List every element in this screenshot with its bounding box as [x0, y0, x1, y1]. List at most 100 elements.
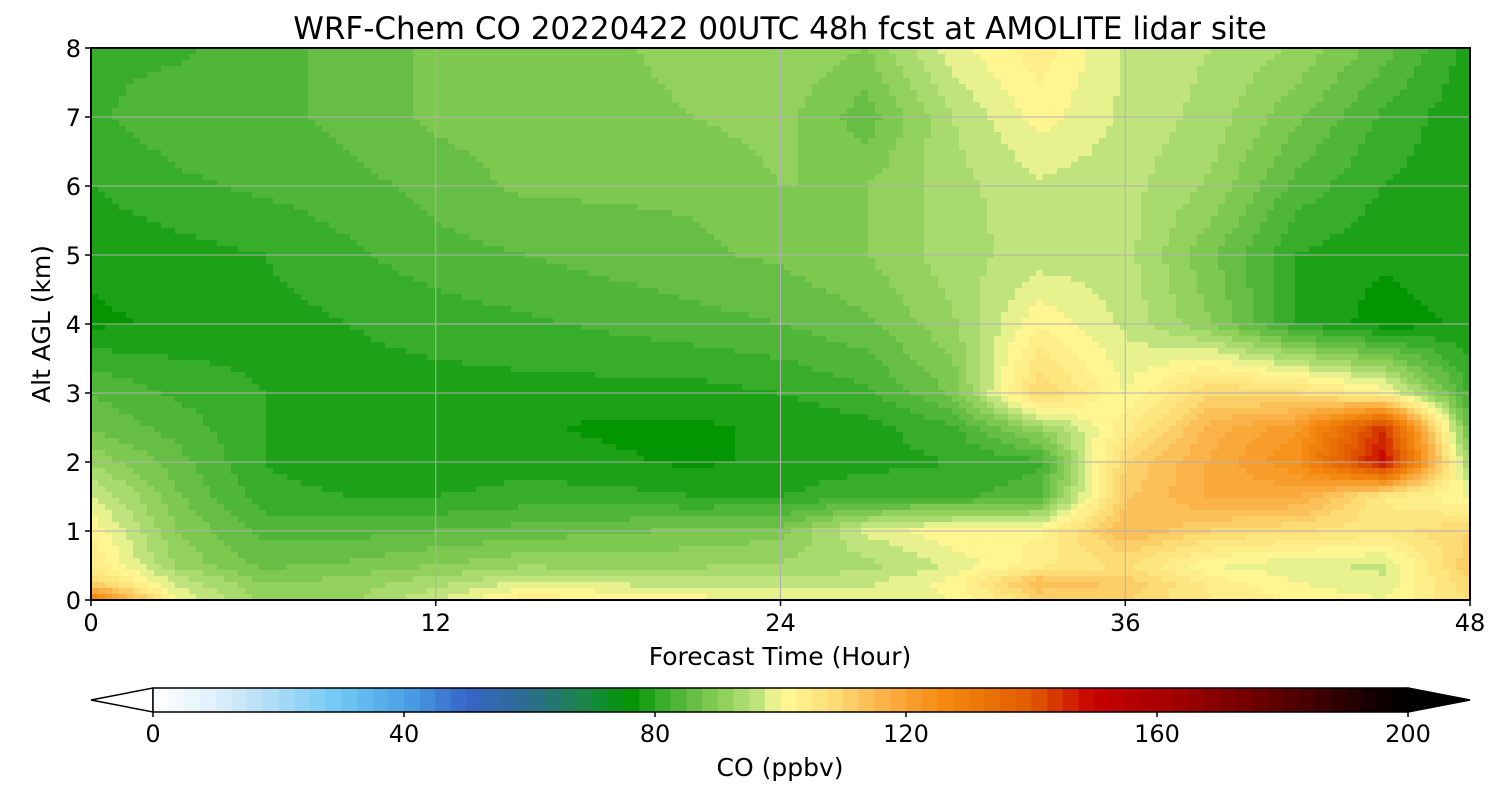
co-cell — [1449, 108, 1457, 115]
co-cell — [1050, 168, 1058, 175]
co-cell — [553, 96, 561, 103]
co-cell — [763, 84, 771, 91]
co-cell — [469, 120, 477, 127]
co-cell — [182, 168, 190, 175]
co-cell — [546, 120, 554, 127]
co-cell — [798, 96, 806, 103]
co-cell — [1204, 72, 1212, 79]
co-cell — [1162, 186, 1170, 193]
co-cell — [770, 108, 778, 115]
co-cell — [126, 78, 134, 85]
co-cell — [728, 132, 736, 139]
co-cell — [1127, 162, 1135, 169]
co-cell — [637, 54, 645, 61]
co-cell — [434, 198, 442, 205]
co-cell — [1253, 78, 1261, 85]
co-cell — [259, 54, 267, 61]
co-cell — [1456, 144, 1464, 151]
co-cell — [616, 180, 624, 187]
co-cell — [861, 78, 869, 85]
co-cell — [1358, 108, 1366, 115]
co-cell — [1295, 126, 1303, 133]
co-cell — [1386, 138, 1394, 145]
co-cell — [525, 108, 533, 115]
co-cell — [1309, 132, 1317, 139]
co-cell — [1316, 120, 1324, 127]
co-cell — [1036, 186, 1044, 193]
co-cell — [1442, 120, 1450, 127]
co-cell — [1148, 174, 1156, 181]
co-cell — [1232, 132, 1240, 139]
co-cell — [301, 144, 309, 151]
co-cell — [791, 72, 799, 79]
co-cell — [511, 156, 519, 163]
co-cell — [504, 186, 512, 193]
co-cell — [147, 126, 155, 133]
co-cell — [1323, 72, 1331, 79]
co-cell — [672, 60, 680, 67]
co-cell — [840, 84, 848, 91]
co-cell — [665, 174, 673, 181]
co-cell — [413, 120, 421, 127]
co-cell — [1162, 132, 1170, 139]
co-cell — [1253, 192, 1261, 199]
co-cell — [1232, 60, 1240, 67]
co-cell — [497, 72, 505, 79]
co-cell — [1211, 138, 1219, 145]
co-cell — [224, 48, 232, 55]
co-cell — [161, 90, 169, 97]
co-cell — [539, 96, 547, 103]
co-cell — [1386, 192, 1394, 199]
co-cell — [1295, 186, 1303, 193]
co-cell — [1330, 54, 1338, 61]
co-cell — [721, 54, 729, 61]
co-cell — [175, 138, 183, 145]
co-cell — [189, 78, 197, 85]
co-cell — [546, 66, 554, 73]
co-cell — [980, 162, 988, 169]
co-cell — [315, 84, 323, 91]
co-cell — [1036, 162, 1044, 169]
co-cell — [854, 180, 862, 187]
co-cell — [756, 168, 764, 175]
co-cell — [1421, 168, 1429, 175]
co-cell — [560, 174, 568, 181]
co-cell — [1295, 144, 1303, 151]
co-cell — [525, 126, 533, 133]
co-cell — [490, 96, 498, 103]
co-cell — [105, 192, 113, 199]
co-cell — [455, 168, 463, 175]
co-cell — [1113, 162, 1121, 169]
co-cell — [1092, 48, 1100, 55]
co-cell — [763, 60, 771, 67]
co-cell — [861, 60, 869, 67]
co-cell — [721, 156, 729, 163]
co-cell — [1323, 102, 1331, 109]
co-cell — [245, 192, 253, 199]
co-cell — [1204, 126, 1212, 133]
co-cell — [1295, 162, 1303, 169]
co-cell — [560, 54, 568, 61]
co-cell — [1358, 150, 1366, 157]
co-cell — [1463, 102, 1470, 109]
co-cell — [371, 120, 379, 127]
co-cell — [714, 150, 722, 157]
co-cell — [1393, 78, 1401, 85]
co-cell — [840, 174, 848, 181]
co-cell — [231, 198, 239, 205]
co-cell — [364, 72, 372, 79]
co-cell — [588, 180, 596, 187]
co-cell — [392, 174, 400, 181]
co-cell — [938, 126, 946, 133]
co-cell — [1015, 78, 1023, 85]
co-cell — [812, 162, 820, 169]
co-cell — [420, 156, 428, 163]
co-cell — [595, 54, 603, 61]
co-cell — [1281, 54, 1289, 61]
co-cell — [1449, 90, 1457, 97]
co-cell — [462, 90, 470, 97]
co-cell — [553, 108, 561, 115]
co-cell — [266, 66, 274, 73]
co-cell — [1316, 186, 1324, 193]
co-cell — [448, 186, 456, 193]
